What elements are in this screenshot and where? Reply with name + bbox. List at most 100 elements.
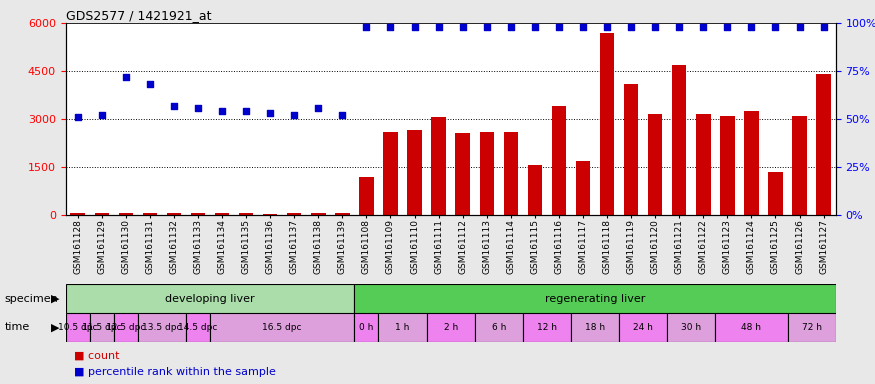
Point — [624, 24, 638, 30]
Bar — [66, 284, 354, 313]
Point — [648, 24, 662, 30]
Text: ■ count: ■ count — [74, 350, 120, 360]
Bar — [696, 114, 710, 215]
Bar — [191, 213, 206, 215]
Text: 48 h: 48 h — [741, 323, 761, 332]
Point — [94, 112, 108, 118]
Point — [431, 24, 445, 30]
Bar — [354, 284, 836, 313]
Text: 2 h: 2 h — [444, 323, 458, 332]
Point — [119, 74, 133, 80]
Point — [816, 24, 830, 30]
Point — [552, 24, 566, 30]
Bar — [793, 116, 807, 215]
Bar — [114, 313, 138, 342]
Text: ■ percentile rank within the sample: ■ percentile rank within the sample — [74, 367, 276, 377]
Bar — [215, 214, 229, 215]
Text: developing liver: developing liver — [165, 293, 255, 304]
Text: ▶: ▶ — [51, 293, 60, 304]
Point — [672, 24, 686, 30]
Bar — [90, 313, 114, 342]
Point — [600, 24, 614, 30]
Bar — [167, 213, 181, 215]
Bar — [360, 177, 374, 215]
Text: specimen: specimen — [4, 293, 58, 304]
Point — [287, 112, 301, 118]
Text: 12 h: 12 h — [537, 323, 556, 332]
Bar — [620, 313, 668, 342]
Bar — [94, 213, 109, 215]
Text: time: time — [4, 322, 30, 333]
Point — [408, 24, 422, 30]
Bar — [716, 313, 788, 342]
Point — [263, 110, 277, 116]
Bar — [475, 313, 523, 342]
Text: GDS2577 / 1421921_at: GDS2577 / 1421921_at — [66, 9, 211, 22]
Point — [745, 24, 759, 30]
Bar — [745, 111, 759, 215]
Point — [504, 24, 518, 30]
Bar — [239, 214, 254, 215]
Point — [312, 104, 326, 111]
Bar — [71, 213, 85, 215]
Text: 10.5 dpc: 10.5 dpc — [58, 323, 97, 332]
Text: 1 h: 1 h — [396, 323, 410, 332]
Bar — [143, 213, 158, 215]
Bar — [66, 313, 90, 342]
Point — [167, 103, 181, 109]
Bar — [335, 214, 350, 215]
Text: 12.5 dpc: 12.5 dpc — [106, 323, 145, 332]
Point — [191, 104, 205, 111]
Bar — [287, 214, 301, 215]
Text: ▶: ▶ — [51, 322, 60, 333]
Bar — [119, 213, 133, 215]
Text: 18 h: 18 h — [585, 323, 605, 332]
Bar — [788, 313, 836, 342]
Bar — [668, 313, 716, 342]
Text: 0 h: 0 h — [360, 323, 374, 332]
Text: 14.5 dpc: 14.5 dpc — [178, 323, 218, 332]
Bar — [672, 65, 687, 215]
Bar — [768, 172, 783, 215]
Text: 30 h: 30 h — [682, 323, 702, 332]
Bar — [379, 313, 427, 342]
Text: 13.5 dpc: 13.5 dpc — [142, 323, 182, 332]
Point — [528, 24, 542, 30]
Bar — [408, 130, 422, 215]
Point — [696, 24, 710, 30]
Bar — [552, 106, 566, 215]
Bar — [624, 84, 639, 215]
Bar — [312, 213, 326, 215]
Text: 16.5 dpc: 16.5 dpc — [262, 323, 302, 332]
Point — [793, 24, 807, 30]
Bar — [816, 74, 831, 215]
Bar — [576, 161, 591, 215]
Point — [768, 24, 782, 30]
Text: regenerating liver: regenerating liver — [545, 293, 645, 304]
Bar — [186, 313, 210, 342]
Point — [143, 81, 157, 88]
Point — [480, 24, 494, 30]
Point — [383, 24, 397, 30]
Bar — [600, 33, 614, 215]
Bar — [354, 313, 379, 342]
Text: 24 h: 24 h — [634, 323, 653, 332]
Point — [360, 24, 374, 30]
Bar — [431, 118, 446, 215]
Point — [335, 112, 349, 118]
Text: 72 h: 72 h — [802, 323, 822, 332]
Bar — [480, 132, 494, 215]
Bar — [427, 313, 475, 342]
Point — [576, 24, 590, 30]
Point — [215, 108, 229, 114]
Bar — [528, 166, 542, 215]
Text: 11.5 dpc: 11.5 dpc — [82, 323, 122, 332]
Bar — [210, 313, 354, 342]
Bar — [648, 114, 662, 215]
Bar — [571, 313, 620, 342]
Point — [71, 114, 85, 120]
Point — [239, 108, 253, 114]
Bar — [523, 313, 571, 342]
Point — [720, 24, 734, 30]
Point — [456, 24, 470, 30]
